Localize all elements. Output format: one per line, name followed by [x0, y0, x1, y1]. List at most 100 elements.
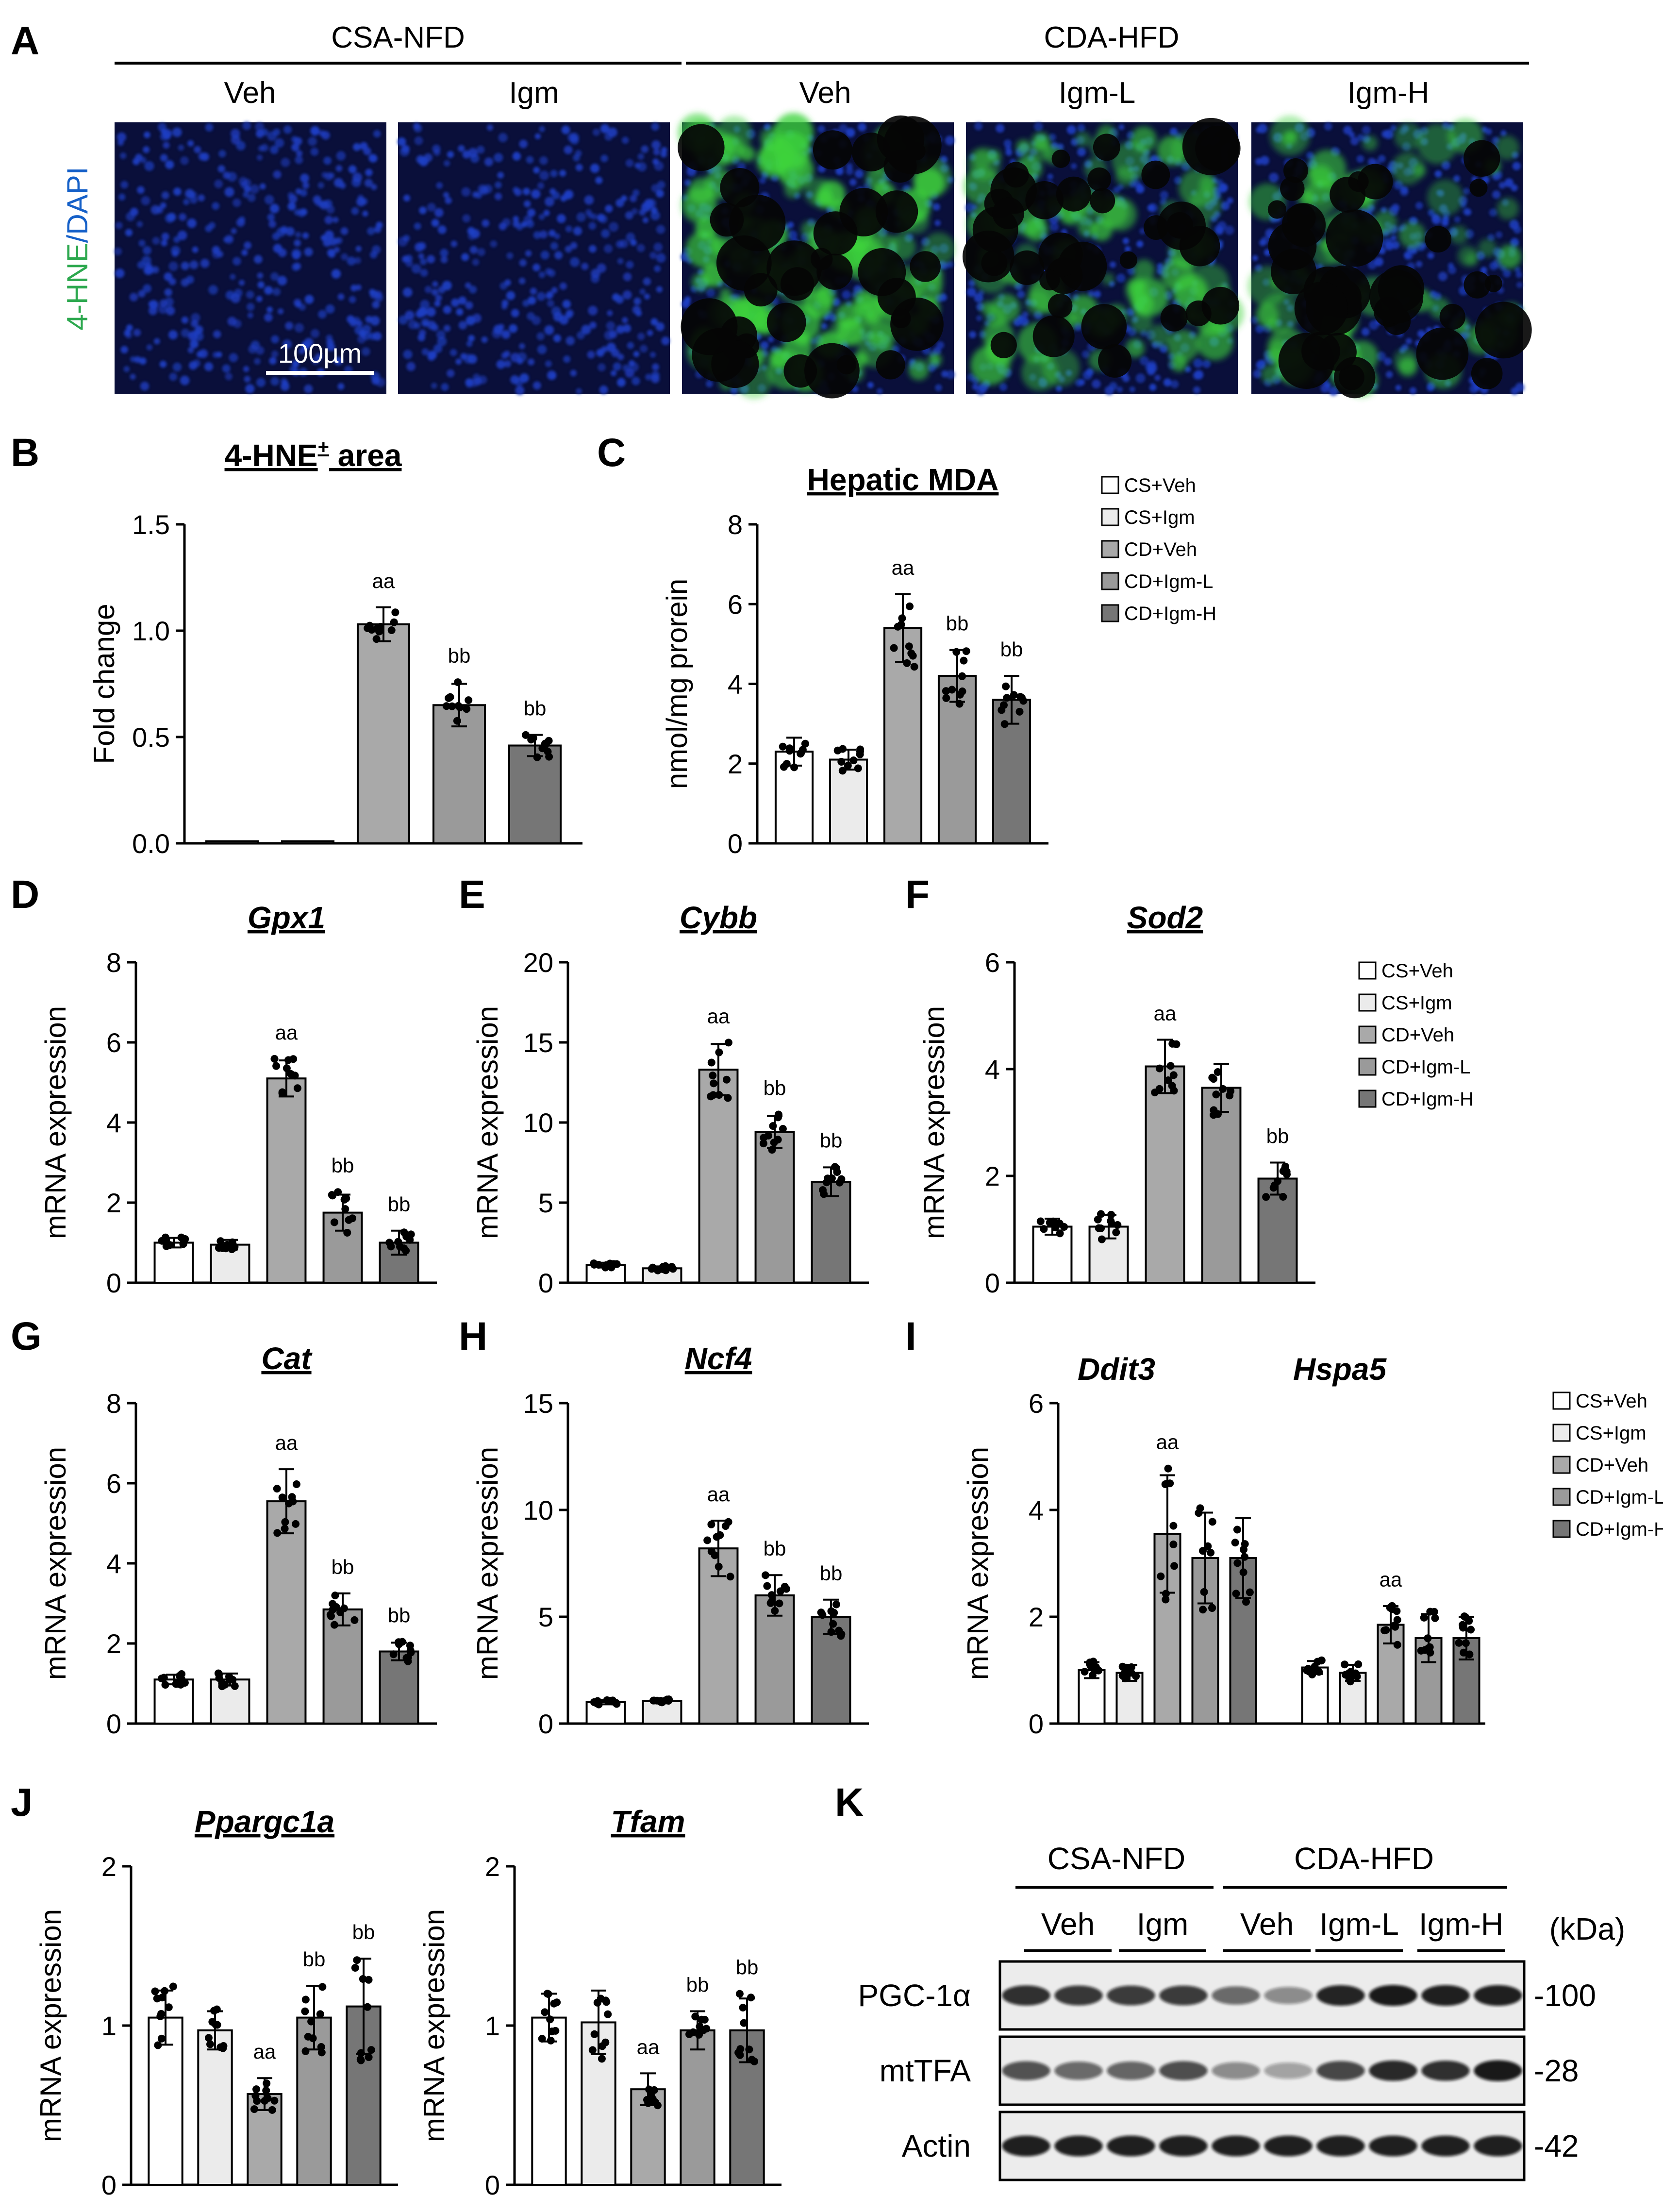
hne-blob — [1495, 135, 1519, 160]
hne-blob — [1126, 338, 1145, 358]
data-point — [715, 1562, 723, 1571]
dapi-nucleus — [945, 135, 955, 146]
dapi-nucleus — [449, 349, 457, 356]
data-point — [724, 1518, 732, 1526]
data-point — [598, 2055, 606, 2063]
data-point — [357, 2049, 365, 2057]
dapi-nucleus — [271, 351, 279, 358]
dapi-nucleus — [656, 189, 664, 198]
data-point — [1354, 1660, 1363, 1668]
dapi-nucleus — [538, 214, 545, 220]
dapi-nucleus — [647, 330, 653, 336]
lipid-droplet — [1281, 203, 1326, 247]
dapi-nucleus — [368, 154, 377, 163]
y-tick-label: 0 — [538, 1709, 553, 1739]
dapi-nucleus — [355, 246, 362, 252]
dapi-nucleus — [599, 385, 608, 394]
y-tick-label: 8 — [106, 1388, 121, 1419]
dapi-nucleus — [1259, 239, 1266, 246]
diet-header-csa-nfd: CSA-NFD — [331, 21, 465, 54]
data-point — [602, 1998, 611, 2006]
dapi-nucleus — [653, 242, 663, 252]
chart-j-ppargc1a: 0 1 2 mRNA expression aa bb bb Ppargc1a — [34, 1804, 398, 2200]
dapi-nucleus — [1129, 386, 1135, 393]
data-point — [1114, 1221, 1122, 1229]
data-point — [301, 2047, 310, 2055]
data-point — [650, 1696, 658, 1705]
blot-protein-label: Actin — [902, 2128, 971, 2163]
dapi-nucleus — [1385, 241, 1394, 251]
dapi-nucleus — [504, 360, 511, 368]
dapi-nucleus — [598, 363, 606, 371]
dapi-nucleus — [1395, 385, 1401, 391]
data-point — [400, 1244, 408, 1253]
data-point — [962, 647, 970, 655]
dapi-nucleus — [246, 302, 255, 311]
bar — [281, 840, 335, 844]
blot-band — [1264, 1987, 1313, 2004]
data-point — [1098, 1235, 1106, 1243]
blot-bands — [1002, 2060, 1522, 2081]
dapi-nucleus — [115, 268, 125, 278]
dapi-nucleus — [787, 221, 794, 228]
dapi-nucleus — [249, 184, 259, 194]
data-point — [797, 750, 805, 758]
dapi-nucleus — [120, 346, 128, 353]
dapi-nucleus — [257, 272, 264, 279]
blot-band — [1316, 2135, 1365, 2157]
dapi-nucleus — [518, 277, 526, 285]
legend-swatch — [1552, 1391, 1571, 1410]
stain-label: 4-HNE/DAPI — [61, 167, 94, 331]
dapi-nucleus — [565, 245, 572, 253]
dapi-nucleus — [323, 156, 332, 165]
data-point — [273, 1485, 281, 1493]
data-point — [1172, 1040, 1181, 1048]
dapi-nucleus — [570, 369, 577, 377]
dapi-nucleus — [231, 228, 237, 234]
data-point — [1121, 1667, 1130, 1676]
y-tick-label: 4 — [728, 669, 743, 700]
dapi-nucleus — [472, 191, 479, 198]
dapi-nucleus — [365, 316, 373, 323]
data-point — [590, 2030, 599, 2038]
data-point — [213, 2005, 221, 2013]
data-point — [839, 745, 847, 753]
dapi-nucleus — [632, 189, 640, 197]
panel-label-h: H — [459, 1314, 487, 1358]
legend-swatch — [1552, 1424, 1571, 1442]
dapi-nucleus — [243, 192, 249, 198]
chart-f-sod2: 0 2 4 6 mRNA expression aa bb Sod2 — [918, 900, 1315, 1298]
y-tick-label: 0 — [985, 1268, 1000, 1298]
data-point — [1046, 1219, 1054, 1227]
data-point — [263, 2079, 271, 2087]
lipid-droplet — [766, 302, 806, 342]
data-point — [544, 1990, 552, 1998]
data-point — [801, 739, 809, 748]
dapi-nucleus — [595, 176, 603, 184]
lipid-droplet — [813, 130, 852, 170]
y-tick-label: 6 — [985, 947, 1000, 978]
legend-entry: CD+Igm-L — [1576, 1487, 1663, 1508]
dapi-nucleus — [1194, 370, 1204, 380]
lipid-droplet — [681, 298, 738, 355]
data-point — [823, 1178, 831, 1187]
dapi-nucleus — [787, 230, 798, 240]
data-point — [771, 1607, 779, 1615]
chart-title: Cybb — [680, 900, 757, 935]
dapi-nucleus — [218, 150, 226, 158]
chart-g-cat: 0 2 4 6 8 mRNA expression aa bb bb Cat — [39, 1341, 437, 1739]
data-point — [364, 624, 372, 632]
dapi-nucleus — [1453, 175, 1460, 182]
dapi-nucleus — [242, 121, 251, 130]
dapi-nucleus — [233, 319, 242, 328]
blot-row: Actin -42 — [902, 2111, 1579, 2181]
blot-band — [1054, 2061, 1103, 2080]
hne-blob — [804, 177, 833, 206]
data-point — [906, 602, 914, 610]
blot-band — [1474, 1985, 1522, 2006]
dapi-nucleus — [974, 293, 983, 303]
dapi-nucleus — [299, 348, 305, 354]
data-point — [740, 2019, 748, 2027]
legend-entry: CS+Igm — [1124, 507, 1195, 528]
hne-blob — [1362, 135, 1378, 151]
